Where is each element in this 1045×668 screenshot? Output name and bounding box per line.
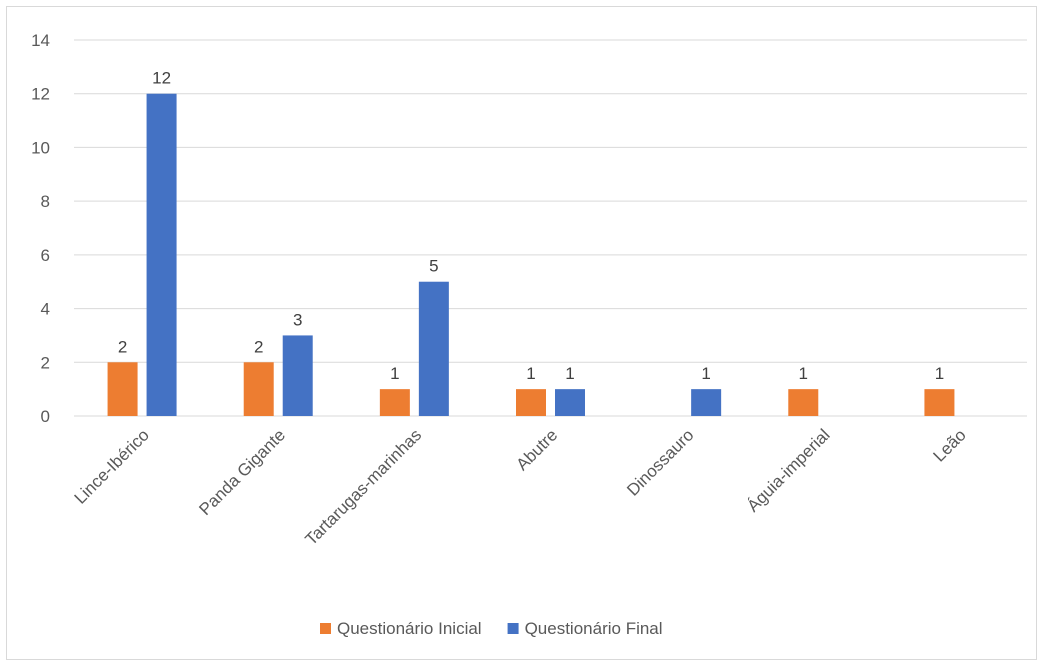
legend: Questionário Inicial Questionário Final <box>320 619 663 638</box>
y-tick-label: 14 <box>31 31 50 50</box>
category-label: Panda Gigante <box>195 425 289 519</box>
data-label: 12 <box>152 69 171 88</box>
legend-label: Questionário Inicial <box>337 619 482 638</box>
category-label: Águia-imperial <box>743 425 833 515</box>
data-label: 1 <box>935 364 944 383</box>
y-tick-label: 10 <box>31 138 50 157</box>
category-label: Dinossauro <box>623 425 697 499</box>
data-label: 5 <box>429 257 438 276</box>
legend-swatch <box>507 623 519 634</box>
bar-final <box>282 335 313 416</box>
bar-inicial <box>107 362 138 416</box>
data-labels: 2 12 2 3 1 5 1 1 1 1 1 <box>118 69 944 383</box>
bar-inicial <box>243 362 274 416</box>
data-label: 1 <box>701 364 710 383</box>
bar-inicial <box>788 389 819 416</box>
bar-inicial <box>516 389 546 416</box>
legend-swatch <box>320 623 331 634</box>
chart-frame <box>6 6 1037 660</box>
bar-final <box>146 93 177 416</box>
category-label: Abutre <box>512 425 561 474</box>
category-label: Lince-Ibérico <box>71 425 153 507</box>
bar-final <box>555 389 585 416</box>
y-axis-ticks: 0 2 4 6 8 10 12 14 <box>31 31 50 426</box>
bars <box>107 93 955 416</box>
category-label: Leão <box>930 425 970 465</box>
bar-final <box>418 281 449 416</box>
y-tick-label: 8 <box>41 192 50 211</box>
bar-inicial <box>379 389 410 416</box>
legend-label: Questionário Final <box>525 619 663 638</box>
y-tick-label: 6 <box>41 246 50 265</box>
data-label: 1 <box>526 364 535 383</box>
data-label: 1 <box>799 364 808 383</box>
bar-final <box>691 389 722 416</box>
data-label: 1 <box>390 364 399 383</box>
x-axis-categories: Lince-Ibérico Panda Gigante Tartarugas-mar… <box>71 425 970 549</box>
data-label: 1 <box>565 364 574 383</box>
y-tick-label: 2 <box>41 353 50 372</box>
data-label: 2 <box>254 337 263 356</box>
data-label: 2 <box>118 337 127 356</box>
y-tick-label: 12 <box>31 85 50 104</box>
gridlines <box>74 39 1027 417</box>
category-label: Tartarugas-marinhas <box>302 425 426 549</box>
y-tick-label: 4 <box>41 300 50 319</box>
bar-inicial <box>924 389 955 416</box>
y-tick-label: 0 <box>41 407 50 426</box>
data-label: 3 <box>293 310 302 329</box>
